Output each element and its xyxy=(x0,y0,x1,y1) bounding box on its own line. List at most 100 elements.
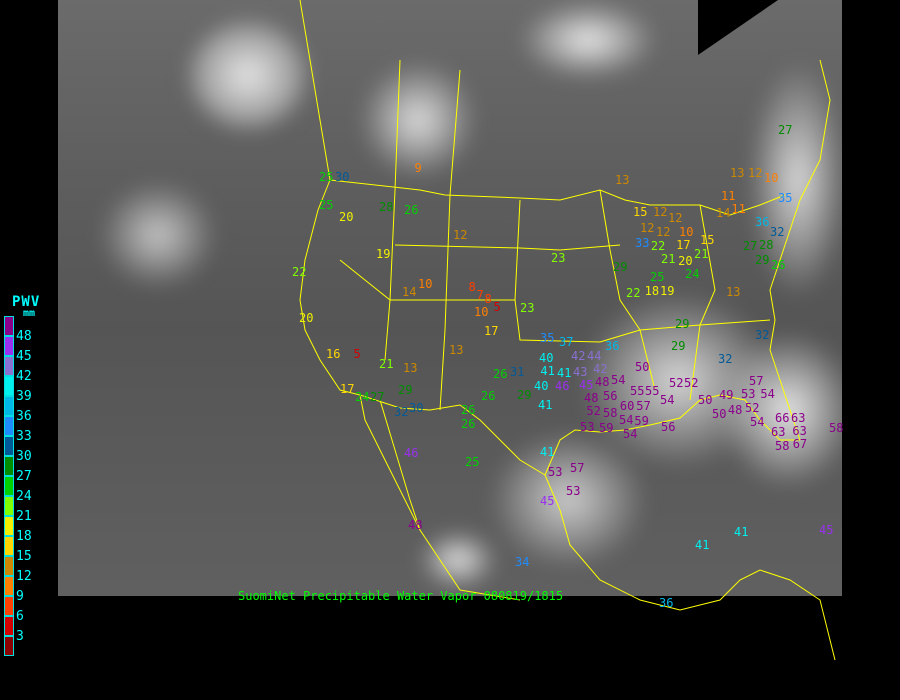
station-pwv-value: 32 xyxy=(718,352,733,366)
station-pwv-value: 29 xyxy=(398,383,413,397)
station-pwv-value: 48 xyxy=(408,518,423,532)
station-pwv-value: 50 xyxy=(712,406,727,421)
station-pwv-value: 26 xyxy=(771,258,786,272)
station-pwv-value: 25 xyxy=(319,170,334,184)
legend-label: 45 xyxy=(16,349,32,364)
mexico-border xyxy=(359,394,546,476)
station-pwv-value: 27 xyxy=(742,239,758,254)
station-pwv-value: 13 xyxy=(449,343,464,357)
station-pwv-value: 21 xyxy=(661,252,676,266)
legend-swatch xyxy=(4,576,14,596)
station-pwv-value: 22 xyxy=(626,286,641,300)
station-pwv-value: 26 xyxy=(493,367,508,381)
station-pwv-value: 12 xyxy=(653,205,668,219)
station-pwv-value: 40 xyxy=(534,378,549,393)
station-pwv-value: 41 xyxy=(557,366,572,380)
baja-coast xyxy=(379,399,521,601)
station-pwv-value: 24 xyxy=(685,267,700,281)
station-pwv-value: 36 xyxy=(755,215,770,229)
station-pwv-value: 53 xyxy=(741,387,756,401)
station-pwv-value: 21 xyxy=(694,246,709,261)
legend-swatch xyxy=(4,556,14,576)
station-pwv-value: 60 xyxy=(619,399,635,413)
station-pwv-value: 41 xyxy=(734,525,749,539)
station-pwv-value: 10 xyxy=(418,277,433,291)
station-pwv-value: 8 xyxy=(484,292,492,306)
station-pwv-value: 52 xyxy=(669,376,684,390)
station-pwv-value: 20 xyxy=(299,311,314,325)
station-pwv-value: 54 xyxy=(619,412,634,427)
legend-unit: mm xyxy=(23,308,36,319)
station-pwv-value: 12 xyxy=(656,225,671,239)
legend-label: 9 xyxy=(16,589,24,604)
station-pwv-value: 29 xyxy=(671,339,686,353)
station-pwv-value: 7 xyxy=(476,288,484,302)
station-pwv-value: 29 xyxy=(517,388,532,402)
station-pwv-value: 42 xyxy=(593,362,608,376)
station-pwv-value: 22 xyxy=(292,265,307,279)
legend-label: 6 xyxy=(16,609,24,624)
station-pwv-value: 28 xyxy=(759,238,774,252)
station-pwv-value: 45 xyxy=(819,523,834,537)
legend-label: 24 xyxy=(16,489,32,504)
station-pwv-value: 57 xyxy=(636,399,651,414)
station-pwv-value: 53 xyxy=(548,465,563,479)
station-pwv-value: 46 xyxy=(404,446,419,460)
station-pwv-value: 54 xyxy=(750,415,765,429)
legend-swatch xyxy=(4,416,14,436)
pwv-legend: PWV mm 48 45 42 39 36 33 30 27 24 21 18 15 12 9 6 3 xyxy=(4,294,54,656)
station-pwv-value: 59 xyxy=(634,413,649,428)
station-pwv-value: 52 xyxy=(745,401,760,415)
station-pwv-value: 13 xyxy=(726,285,741,299)
station-pwv-value: 29 xyxy=(755,253,770,267)
station-pwv-value: 50 xyxy=(698,393,713,407)
legend-swatch xyxy=(4,536,14,556)
station-pwv-value: 56 xyxy=(661,420,676,434)
station-pwv-value: 58 xyxy=(829,421,844,435)
station-pwv-value: 52 xyxy=(684,376,699,390)
station-pwv-value: 15 xyxy=(633,205,648,219)
station-pwv-value: 25 xyxy=(465,455,480,469)
station-pwv-value: 26 xyxy=(461,417,476,431)
legend-swatch xyxy=(4,436,14,456)
station-pwv-value: 18 xyxy=(644,283,660,298)
legend-label: 27 xyxy=(16,469,32,484)
station-pwv-value: 34 xyxy=(515,555,530,569)
legend-swatch xyxy=(4,496,14,516)
station-pwv-value: 26 xyxy=(404,203,419,217)
station-pwv-value: 14 xyxy=(716,206,731,220)
station-pwv-value: 29 xyxy=(675,317,690,331)
legend-label: 33 xyxy=(16,429,32,444)
station-pwv-value: 10 xyxy=(474,305,489,319)
station-pwv-value: 30 xyxy=(409,401,424,415)
station-pwv-value: 55 xyxy=(630,384,645,398)
station-pwv-value: 32 xyxy=(755,328,770,342)
legend-swatch xyxy=(4,616,14,636)
station-pwv-value: 35 xyxy=(778,191,793,205)
legend-swatch xyxy=(4,376,14,396)
us-canada-border xyxy=(329,179,786,216)
station-pwv-value: 63 xyxy=(771,425,786,439)
station-pwv-value: 10 xyxy=(764,171,779,185)
station-pwv-value: 54 xyxy=(611,373,626,387)
station-pwv-value: 49 xyxy=(719,388,734,402)
station-pwv-value: 15 xyxy=(700,233,715,247)
station-pwv-value: 17 xyxy=(676,238,691,253)
station-pwv-value: 35 xyxy=(540,331,555,345)
station-pwv-value: 41 xyxy=(540,364,555,379)
station-pwv-value: 58 xyxy=(775,439,790,453)
station-pwv-value: 14 xyxy=(402,285,417,299)
station-pwv-value: 45 xyxy=(579,378,594,392)
station-pwv-value: 5 xyxy=(493,300,501,314)
legend-swatch xyxy=(4,356,14,376)
station-pwv-value: 41 xyxy=(695,538,710,552)
station-pwv-value: 12 xyxy=(748,166,763,180)
station-pwv-value: 12 xyxy=(668,211,683,225)
east-coast xyxy=(769,59,831,441)
station-pwv-value: 56 xyxy=(603,389,618,403)
legend-label: 42 xyxy=(16,369,32,384)
station-pwv-value: 29 xyxy=(613,260,628,274)
legend-label: 21 xyxy=(16,509,32,524)
